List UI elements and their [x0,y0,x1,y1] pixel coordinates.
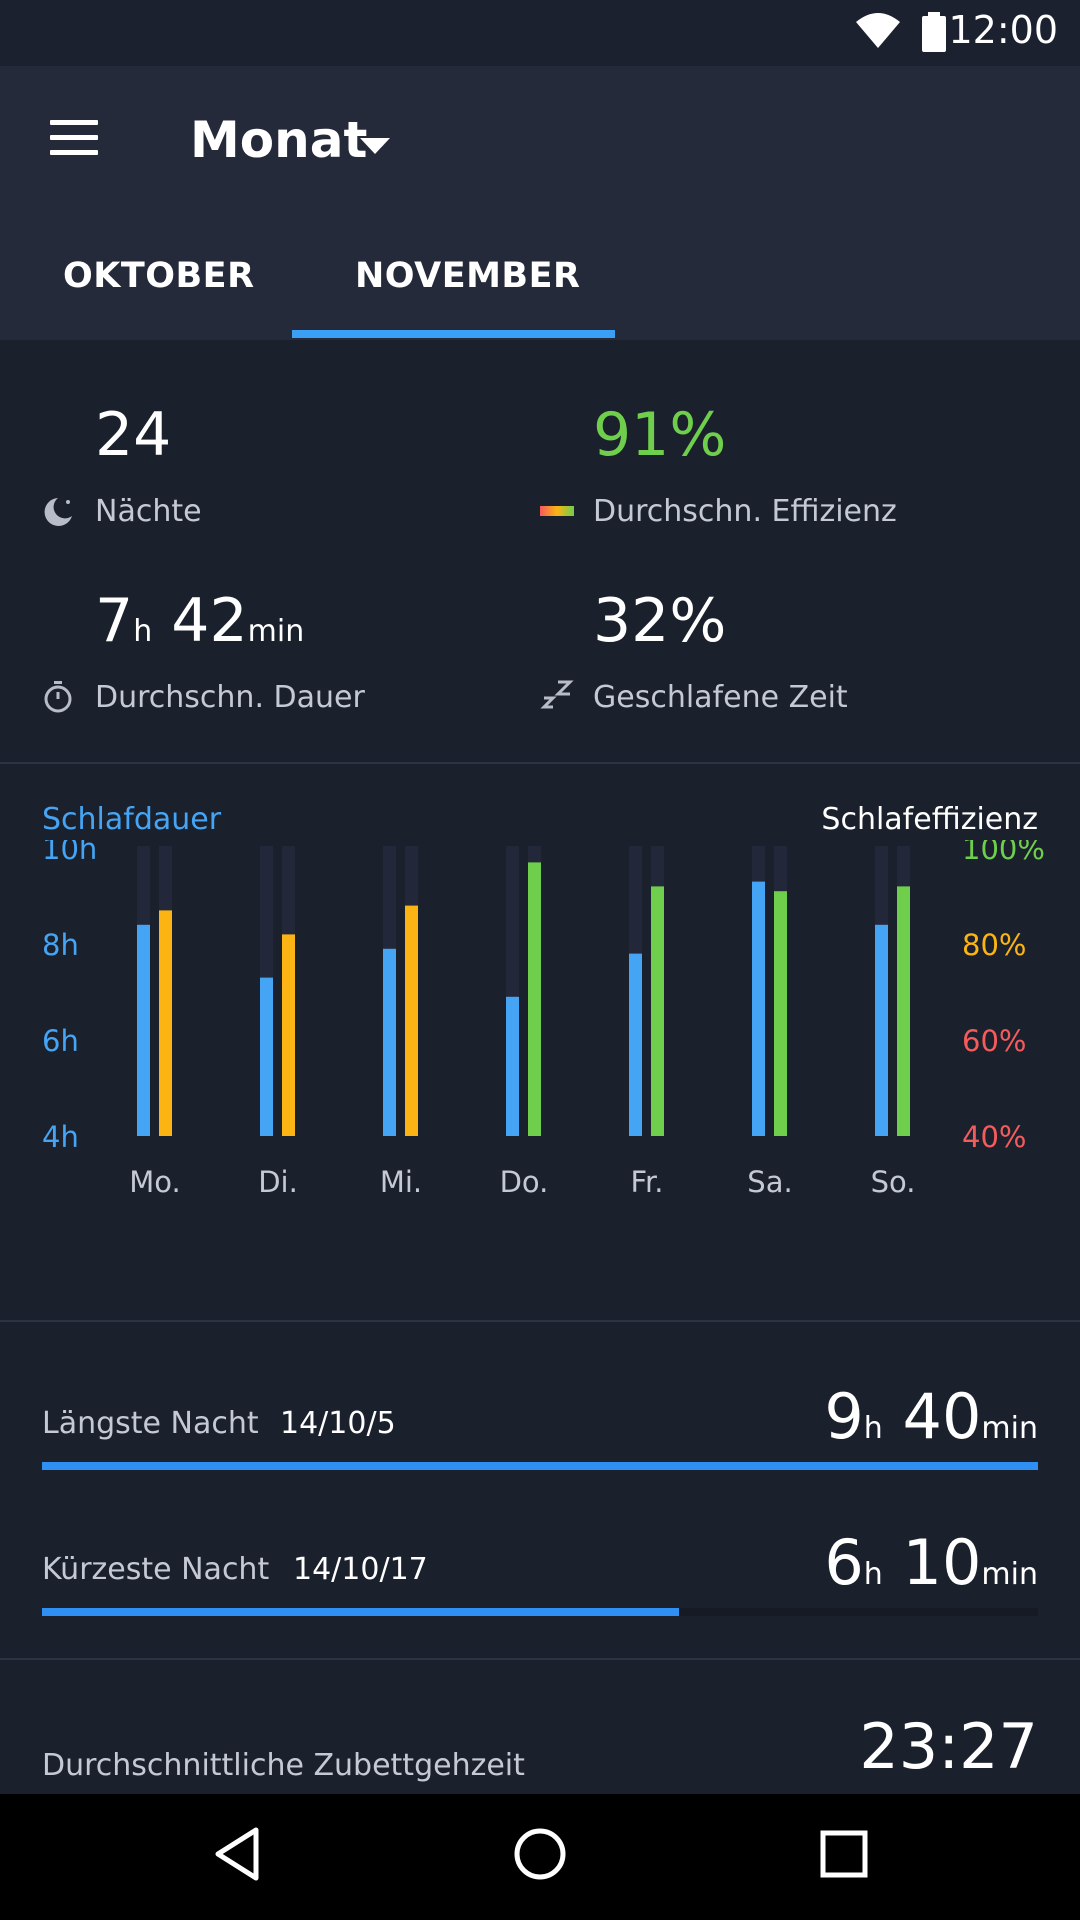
tab-indicator [292,330,615,338]
duration-bar [383,948,396,1136]
longest-night-date: 14/10/5 [280,1406,396,1441]
nights-label: Nächte [95,494,202,529]
x-tick-label: Mi. [380,1165,422,1199]
nights-value: 24 [95,400,172,470]
divider [0,762,1080,764]
y-left-tick-label: 4h [42,1120,79,1154]
duration-bar [137,924,150,1136]
avg-bedtime-row: Durchschnittliche Zubettgehzeit 23:27 [0,1700,1080,1794]
longest-night-bar [42,1462,1038,1470]
longest-night-label: Längste Nacht [42,1406,259,1441]
efficiency-gradient-icon [540,506,574,516]
longest-night-bar-fill [42,1462,1038,1470]
home-circle-icon[interactable] [512,1824,568,1884]
chart-section: Schlafdauer Schlafeffizienz 10h 8h 6h 4h 100… [0,764,1080,1320]
shortest-night-bar [42,1608,1038,1616]
chart-title-duration[interactable]: Schlafdauer [42,802,222,837]
tab-oktober[interactable]: OKTOBER [63,256,255,296]
moon-icon [44,498,72,526]
y-right-tick-label: 40% [962,1120,1026,1154]
divider [0,1320,1080,1322]
y-left-tick-label: 6h [42,1024,79,1058]
y-right-tick-label: 100% [962,840,1045,866]
efficiency-label: Durchschn. Effizienz [593,494,897,529]
recents-square-icon[interactable] [818,1824,870,1884]
shortest-night-row: Kürzeste Nacht 14/10/17 6h 10min [0,1526,1080,1616]
stopwatch-icon [44,681,72,713]
slept-value: 32% [593,586,727,656]
efficiency-bar [405,905,418,1136]
y-right-tick-label: 60% [962,1024,1026,1058]
sleep-chart: 10h 8h 6h 4h 100% 80% 60% 40% Mo. Di. Mi. Do. Fr. Sa.… [42,840,1045,1199]
menu-icon[interactable] [50,120,98,156]
chart-title-efficiency[interactable]: Schlafeffizienz [821,802,1038,837]
shortest-night-value: 6h 10min [824,1526,1038,1599]
shortest-night-bar-fill [42,1608,680,1616]
longest-night-value: 9h 40min [824,1380,1038,1453]
navigation-bar [0,1794,1080,1920]
shortest-night-date: 14/10/17 [293,1552,428,1587]
avg-bedtime-value: 23:27 [859,1710,1038,1783]
efficiency-bar [897,886,910,1136]
duration-label: Durchschn. Dauer [95,680,365,715]
efficiency-bar [774,891,787,1136]
slept-label: Geschlafene Zeit [593,680,848,715]
y-left-tick-label: 8h [42,928,79,962]
y-left-tick-label: 10h [42,840,97,866]
duration-value: 7h 42min [95,586,305,656]
tab-november[interactable]: NOVEMBER [355,256,581,296]
y-right-tick-label: 80% [962,928,1026,962]
efficiency-bar [159,910,172,1136]
x-tick-label: Mo. [129,1165,180,1199]
x-tick-label: Sa. [747,1165,792,1199]
efficiency-value: 91% [593,400,727,470]
divider [0,1658,1080,1660]
x-tick-label: Do. [500,1165,549,1199]
shortest-night-label: Kürzeste Nacht [42,1552,270,1587]
page-title[interactable]: Monat [190,111,368,169]
efficiency-bar [282,934,295,1136]
longest-night-row: Längste Nacht 14/10/5 9h 40min [0,1380,1080,1470]
back-triangle-icon[interactable] [212,1824,262,1884]
duration-bar [752,881,765,1136]
x-tick-label: Fr. [630,1165,663,1199]
battery-icon [922,12,946,52]
x-tick-label: So. [871,1165,916,1199]
duration-bar [506,996,519,1136]
stats-panel: 24 Nächte 91% Durchschn. Effizienz 7h 42… [0,340,1080,762]
wifi-icon [856,13,900,48]
efficiency-bar [528,862,541,1136]
x-tick-label: Di. [258,1165,298,1199]
duration-bar [260,977,273,1136]
duration-bar [629,953,642,1136]
status-bar: 12:00 [0,0,1080,66]
zzz-icon [540,680,574,709]
caret-down-icon[interactable] [360,138,390,154]
clock: 12:00 [948,8,1058,52]
duration-bar [875,924,888,1136]
efficiency-bar [651,886,664,1136]
app-bar: Monat OKTOBER NOVEMBER [0,66,1080,340]
avg-bedtime-label: Durchschnittliche Zubettgehzeit [42,1748,525,1783]
